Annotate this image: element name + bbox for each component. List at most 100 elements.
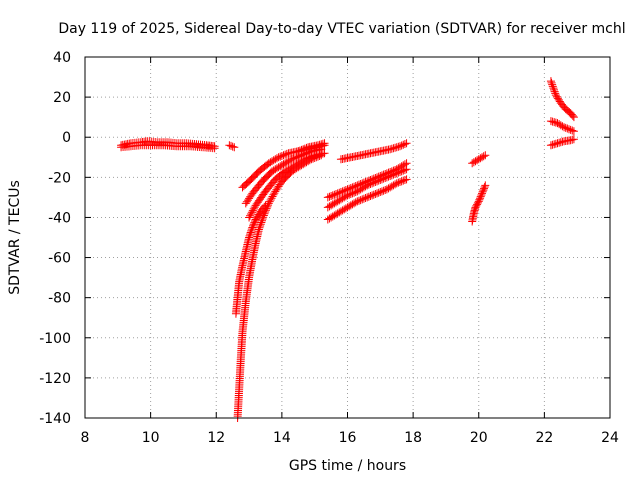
data-point [377,175,386,184]
data-point [333,209,342,218]
data-point [560,123,569,132]
data-point [340,205,349,214]
data-point [392,143,401,152]
data-point [568,126,577,135]
data-point [318,139,327,148]
y-tick-label: -40 [48,210,71,226]
data-point [317,151,326,160]
data-point [252,213,261,222]
data-point [379,186,388,195]
data-point [480,182,489,191]
data-point [249,220,258,229]
data-point [402,175,411,184]
data-point [338,187,347,196]
x-tick-label: 22 [535,430,553,446]
data-point [346,201,355,210]
series-arc-1b [117,141,219,153]
data-point [284,157,293,166]
data-point [546,77,555,86]
data-point [391,143,400,152]
data-point [473,156,482,165]
data-point [249,221,257,230]
data-point [325,214,334,223]
x-tick-label: 24 [601,430,619,446]
data-point [323,193,332,202]
data-point [313,152,322,161]
x-tick-label: 16 [339,430,357,446]
series-arc-7 [468,151,490,168]
data-point [548,117,557,126]
data-point [551,91,560,100]
data-point [361,194,370,203]
data-point [282,158,291,167]
data-point [368,191,377,200]
data-point [282,149,291,158]
data-point [330,199,339,208]
data-point [210,144,219,153]
data-point [387,144,396,153]
data-point [230,143,239,152]
data-point [343,191,352,200]
data-point [477,190,486,199]
data-point [371,178,380,187]
data-point [351,198,360,207]
data-point [276,162,285,171]
y-tick-label: -80 [48,291,71,307]
data-point [399,176,408,185]
data-point [277,161,286,170]
data-point [392,169,401,178]
x-tick-label: 10 [142,430,160,446]
data-point [476,192,485,201]
data-point [391,169,400,178]
data-point [266,195,275,204]
data-point [271,155,280,164]
data-point [294,163,303,172]
data-point [274,153,283,162]
data-point [276,152,285,161]
data-point [336,188,345,197]
y-tick-label: -120 [39,371,71,387]
data-point [264,159,273,168]
data-point [325,202,334,211]
data-point [569,127,578,136]
data-point [550,85,559,94]
data-point [471,157,480,166]
grid [85,57,610,418]
data-point [333,197,342,206]
data-point [335,208,344,217]
data-point [400,176,409,185]
data-point [396,167,404,176]
data-point [302,158,311,167]
y-tick-label: 0 [62,130,71,146]
data-point [366,180,375,189]
data-point [399,140,408,149]
data-point [566,136,575,145]
data-point [281,150,290,159]
data-point [386,183,395,192]
data-point [250,217,259,226]
data-point [481,181,490,190]
data-point [397,177,406,186]
data-point [266,158,275,167]
data-point [300,159,309,168]
data-point [328,200,337,209]
data-point [292,153,301,162]
data-point [476,154,485,163]
data-point [356,196,365,205]
series-arc-5c [323,175,411,224]
data-point [549,84,558,93]
data-point [387,182,396,191]
data-point [310,153,319,162]
data-point [327,192,336,201]
data-point [256,220,265,229]
data-point [259,211,268,220]
data-point [387,171,396,180]
data-point [353,187,362,196]
x-tick-label: 18 [404,430,422,446]
data-point [307,155,316,164]
data-point [389,170,398,179]
data-point [330,190,339,199]
data-point [480,184,488,193]
data-point [358,195,367,204]
